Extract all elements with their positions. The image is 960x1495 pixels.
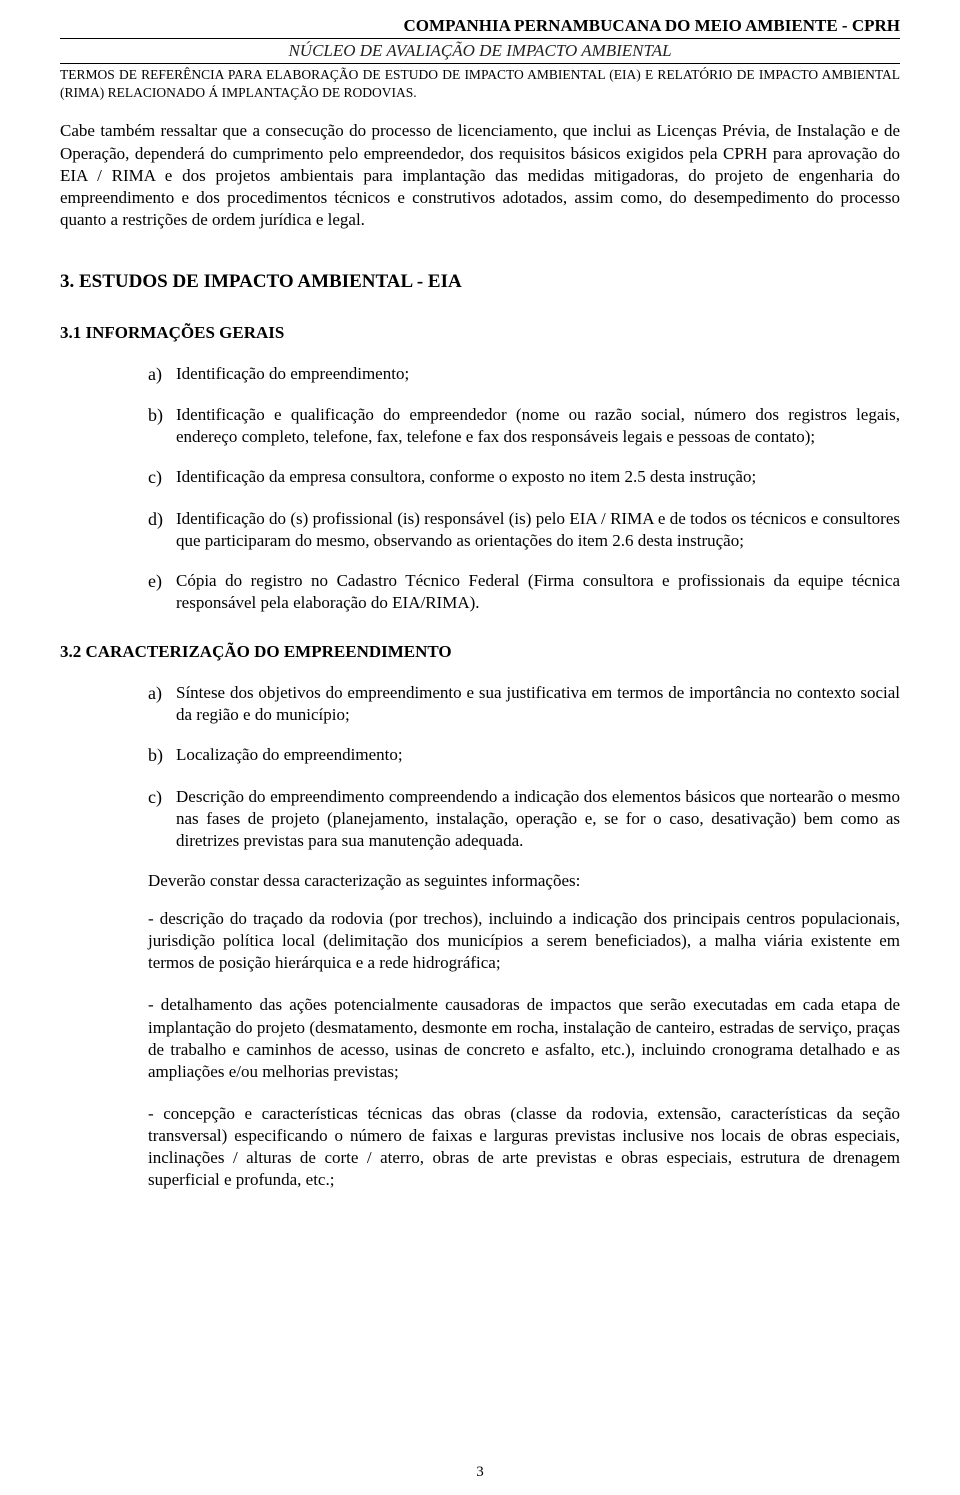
section-3-2-heading: 3.2 CARACTERIZAÇÃO DO EMPREENDIMENTO [60, 642, 900, 662]
section-3-2-intro-line: Deverão constar dessa caracterização as … [148, 870, 900, 892]
section-3-1-list: a) Identificação do empreendimento; b) I… [148, 363, 900, 614]
list-item-text: Identificação do (s) profissional (is) r… [176, 508, 900, 552]
list-item-text: Localização do empreendimento; [176, 744, 900, 767]
header-rule-bottom [60, 63, 900, 64]
section-3-2-list: a) Síntese dos objetivos do empreendimen… [148, 682, 900, 1191]
list-item-label: c) [148, 786, 176, 852]
bullet-item: - descrição do traçado da rodovia (por t… [148, 908, 900, 974]
list-item-label: d) [148, 508, 176, 552]
list-item: c) Identificação da empresa consultora, … [148, 466, 900, 489]
list-item: d) Identificação do (s) profissional (is… [148, 508, 900, 552]
list-item: b) Identificação e qualificação do empre… [148, 404, 900, 448]
header-reference: TERMOS DE REFERÊNCIA PARA ELABORAÇÃO DE … [60, 66, 900, 102]
list-item-text: Descrição do empreendimento compreendend… [176, 786, 900, 852]
bullet-item: - concepção e características técnicas d… [148, 1103, 900, 1191]
list-item-text: Identificação da empresa consultora, con… [176, 466, 900, 489]
section-3-heading: 3. ESTUDOS DE IMPACTO AMBIENTAL - EIA [60, 271, 900, 293]
list-item: a) Identificação do empreendimento; [148, 363, 900, 386]
section-3-1-heading: 3.1 INFORMAÇÕES GERAIS [60, 323, 900, 343]
list-item: c) Descrição do empreendimento compreend… [148, 786, 900, 852]
list-item-text: Identificação do empreendimento; [176, 363, 900, 386]
list-item-label: c) [148, 466, 176, 489]
list-item-label: b) [148, 404, 176, 448]
list-item-text: Cópia do registro no Cadastro Técnico Fe… [176, 570, 900, 614]
intro-paragraph: Cabe também ressaltar que a consecução d… [60, 120, 900, 230]
list-item-label: b) [148, 744, 176, 767]
list-item-label: e) [148, 570, 176, 614]
bullet-item: - detalhamento das ações potencialmente … [148, 994, 900, 1082]
list-item-label: a) [148, 363, 176, 386]
list-item: a) Síntese dos objetivos do empreendimen… [148, 682, 900, 726]
list-item: e) Cópia do registro no Cadastro Técnico… [148, 570, 900, 614]
list-item-text: Síntese dos objetivos do empreendimento … [176, 682, 900, 726]
header-rule-top [60, 38, 900, 39]
header-subtitle: NÚCLEO DE AVALIAÇÃO DE IMPACTO AMBIENTAL [60, 41, 900, 61]
list-item-text: Identificação e qualificação do empreend… [176, 404, 900, 448]
list-item-label: a) [148, 682, 176, 726]
document-page: COMPANHIA PERNAMBUCANA DO MEIO AMBIENTE … [0, 0, 960, 1495]
header-title: COMPANHIA PERNAMBUCANA DO MEIO AMBIENTE … [60, 16, 900, 36]
list-item: b) Localização do empreendimento; [148, 744, 900, 767]
page-number: 3 [0, 1464, 960, 1481]
